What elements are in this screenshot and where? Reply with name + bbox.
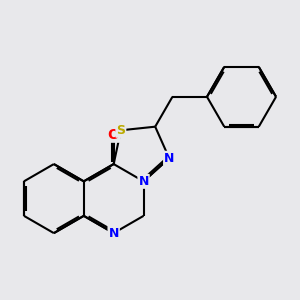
Text: N: N xyxy=(164,152,174,165)
Text: N: N xyxy=(109,226,119,240)
Text: N: N xyxy=(138,175,149,188)
Text: S: S xyxy=(116,124,125,137)
Text: O: O xyxy=(108,128,120,142)
